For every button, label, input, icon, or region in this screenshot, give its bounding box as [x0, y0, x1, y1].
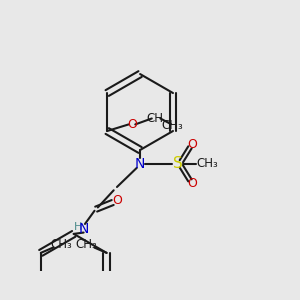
Text: CH₃: CH₃ — [162, 119, 184, 132]
Text: O: O — [112, 194, 122, 207]
Text: O: O — [188, 176, 197, 190]
Text: CH₃: CH₃ — [75, 238, 97, 251]
Text: O: O — [127, 118, 137, 131]
Text: N: N — [79, 222, 89, 236]
Text: CH₃: CH₃ — [196, 158, 218, 170]
Text: CH₃: CH₃ — [51, 238, 73, 251]
Text: H: H — [74, 222, 82, 232]
Text: O: O — [188, 138, 197, 151]
Text: N: N — [135, 157, 145, 171]
Text: S: S — [173, 156, 183, 171]
Text: CH: CH — [147, 112, 164, 125]
